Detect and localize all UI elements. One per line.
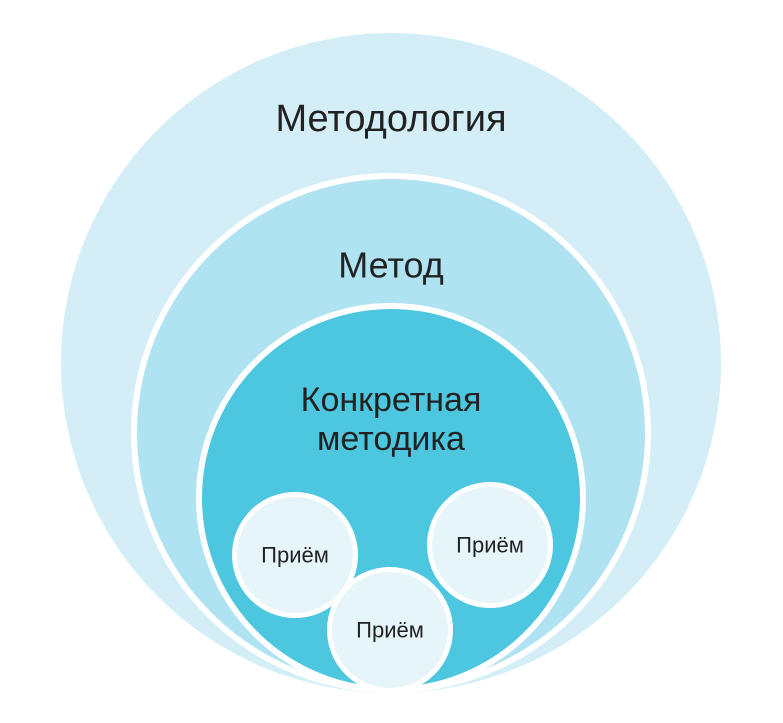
label-priem-bottom: Приём	[356, 617, 424, 642]
label-priem-right: Приём	[456, 532, 524, 557]
label-methodology: Методология	[275, 98, 506, 142]
label-priem-left: Приём	[261, 542, 329, 567]
label-methodika: Конкретная методика	[301, 381, 482, 459]
label-method: Метод	[338, 244, 444, 285]
diagram-canvas: Методология Метод Конкретная методика Пр…	[0, 0, 783, 723]
